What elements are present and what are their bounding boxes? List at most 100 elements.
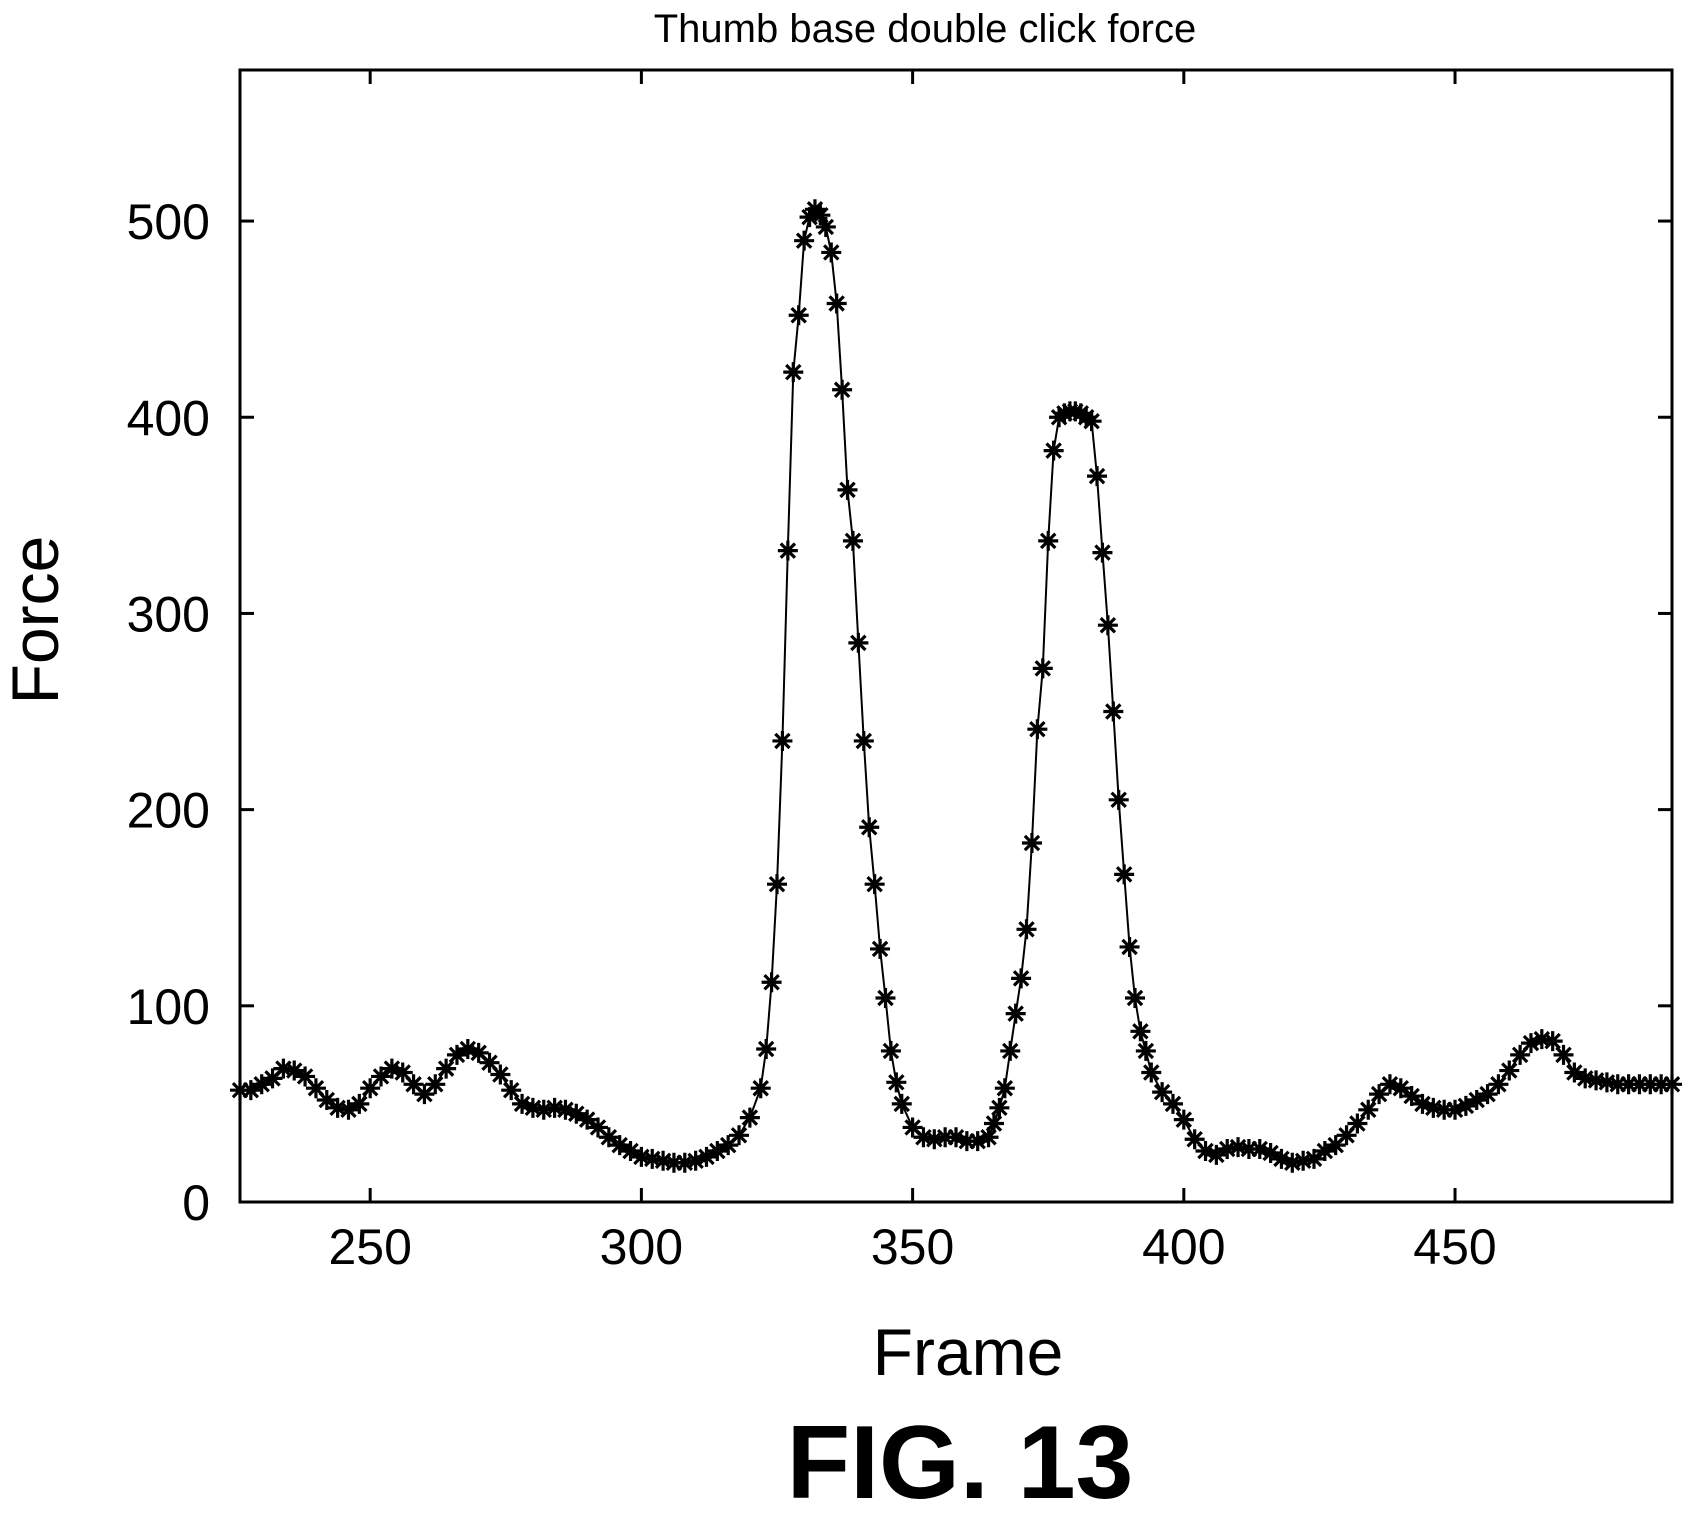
data-point	[1206, 1144, 1227, 1165]
data-point	[273, 1058, 294, 1079]
data-point	[1477, 1084, 1498, 1105]
data-point	[1043, 440, 1064, 461]
data-point	[1282, 1152, 1303, 1173]
data-point	[696, 1146, 717, 1167]
data-point	[501, 1080, 522, 1101]
data-point	[1260, 1142, 1281, 1163]
data-point	[588, 1117, 608, 1138]
data-point	[729, 1125, 750, 1146]
data-point	[832, 379, 853, 400]
x-axis-ticks: 250 300 350 400 450	[328, 70, 1497, 1275]
data-point	[989, 1097, 1010, 1118]
data-point	[1184, 1129, 1205, 1150]
data-point	[1119, 936, 1140, 957]
data-point	[1108, 789, 1129, 810]
data-point	[1173, 1109, 1194, 1130]
data-point	[1217, 1139, 1238, 1160]
data-point	[1038, 530, 1059, 551]
data-point	[598, 1127, 619, 1148]
data-point	[1005, 1003, 1026, 1024]
data-point	[902, 1117, 923, 1138]
data-point	[880, 1040, 901, 1061]
data-point	[1445, 1099, 1466, 1120]
data-point	[1662, 1074, 1682, 1095]
data-point	[555, 1099, 576, 1120]
data-point	[620, 1140, 641, 1161]
data-point	[642, 1148, 663, 1169]
data-point	[1054, 403, 1075, 424]
data-point	[1027, 719, 1048, 740]
data-point	[327, 1097, 348, 1118]
data-point	[490, 1064, 511, 1085]
x-tick-label: 250	[328, 1219, 411, 1275]
data-point	[853, 730, 874, 751]
data-point	[772, 730, 793, 751]
y-axis-ticks: 0 100 200 300 400 500	[127, 194, 1672, 1231]
data-point	[1238, 1139, 1259, 1160]
data-point	[875, 987, 896, 1008]
data-point	[761, 972, 782, 993]
data-point	[425, 1074, 446, 1095]
data-point	[1304, 1148, 1324, 1169]
x-axis-label: Frame	[873, 1315, 1064, 1389]
data-point	[1092, 542, 1113, 563]
data-point	[1135, 1040, 1156, 1061]
data-point	[1586, 1070, 1607, 1091]
data-point	[978, 1127, 999, 1148]
data-point	[1423, 1097, 1444, 1118]
x-tick-label: 450	[1413, 1219, 1496, 1275]
y-axis-label: Force	[0, 536, 72, 705]
data-point	[1097, 615, 1118, 636]
data-point	[512, 1093, 533, 1114]
data-point	[262, 1068, 283, 1089]
data-point	[533, 1099, 554, 1120]
data-point	[1065, 401, 1086, 422]
y-tick-label: 400	[127, 390, 210, 446]
data-point	[870, 938, 891, 959]
data-point	[1325, 1135, 1346, 1156]
data-point	[1466, 1089, 1487, 1110]
data-point	[1510, 1044, 1531, 1065]
data-point	[750, 1078, 771, 1099]
data-point	[468, 1042, 489, 1063]
data-point	[1520, 1033, 1541, 1054]
data-point	[1499, 1060, 1520, 1081]
data-point	[544, 1097, 565, 1118]
data-point	[1141, 1062, 1162, 1083]
data-point	[794, 230, 815, 251]
data-point	[436, 1058, 457, 1079]
data-point	[349, 1093, 370, 1114]
data-point	[1369, 1084, 1390, 1105]
data-point	[1531, 1029, 1552, 1050]
data-point	[1125, 987, 1145, 1008]
data-point	[946, 1127, 966, 1148]
series-layer	[230, 199, 1682, 1173]
data-point	[1000, 1040, 1021, 1061]
data-point	[1011, 968, 1032, 989]
data-point	[403, 1074, 424, 1095]
data-point	[446, 1044, 467, 1065]
data-point	[371, 1066, 392, 1087]
data-point	[1553, 1044, 1574, 1065]
y-tick-label: 0	[182, 1175, 210, 1231]
data-point	[1542, 1031, 1563, 1052]
data-point	[1021, 832, 1042, 853]
data-point	[935, 1127, 956, 1148]
data-point	[913, 1127, 934, 1148]
data-point	[457, 1038, 478, 1059]
data-point	[381, 1058, 402, 1079]
data-point	[1575, 1068, 1596, 1089]
data-point	[609, 1135, 630, 1156]
data-point	[1081, 411, 1102, 432]
data-point	[1016, 919, 1037, 940]
data-point	[924, 1129, 945, 1150]
data-point	[1103, 701, 1124, 722]
data-point	[1195, 1140, 1216, 1161]
data-point	[821, 242, 842, 263]
data-point	[842, 530, 863, 551]
data-point	[1114, 864, 1135, 885]
data-point	[718, 1135, 739, 1156]
data-point	[859, 817, 880, 838]
data-point	[1607, 1074, 1628, 1095]
